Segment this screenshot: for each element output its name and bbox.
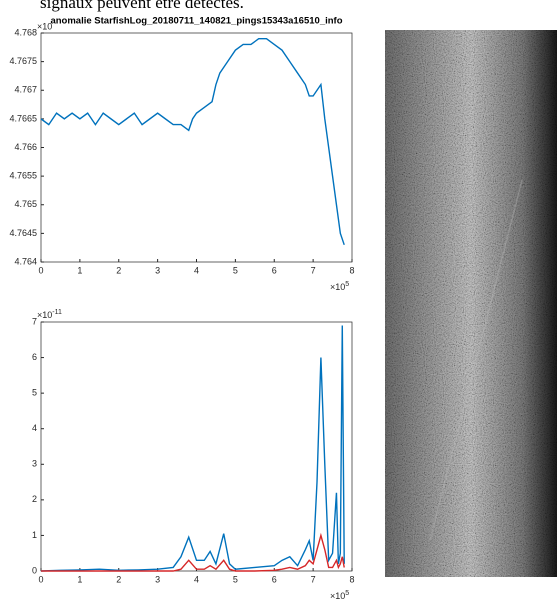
multiplier-exp: -11: [52, 309, 62, 316]
y-tick-label: 7: [32, 316, 37, 326]
y-tick-label: 4.7665: [9, 113, 37, 123]
y-tick-label: 1: [32, 530, 37, 540]
y-tick-label: 4: [32, 423, 37, 433]
axis-multiplier: ×105: [330, 281, 349, 293]
axis-multiplier: ×10: [37, 21, 52, 31]
y-tick-label: 4.7645: [9, 228, 37, 238]
x-tick-label: 0: [38, 574, 43, 584]
x-tick-label: 5: [233, 574, 238, 584]
x-tick-label: 5: [233, 265, 238, 275]
axis-multiplier: ×10-11: [37, 309, 62, 321]
y-tick-label: 4.7675: [9, 56, 37, 66]
x-tick-label: 8: [349, 574, 354, 584]
sonar-image: [385, 30, 557, 577]
x-tick-label: 7: [311, 265, 316, 275]
y-tick-label: 0: [32, 565, 37, 575]
series-line: [40, 38, 345, 246]
x-tick-label: 8: [349, 265, 354, 275]
y-tick-label: 4.768: [14, 27, 37, 37]
y-tick-label: 2: [32, 494, 37, 504]
y-tick-label: 3: [32, 459, 37, 469]
plot-area: [40, 32, 353, 263]
x-tick-label: 2: [116, 574, 121, 584]
y-tick-label: 4.7655: [9, 171, 37, 181]
y-tick-label: 4.766: [14, 142, 37, 152]
x-tick-label: 7: [311, 574, 316, 584]
chart-title: anomalie StarfishLog_20180711_140821_pin…: [50, 16, 342, 27]
y-tick-label: 6: [32, 352, 37, 362]
y-tick-label: 4.767: [14, 85, 37, 95]
plot-area: [40, 321, 353, 572]
series-line: [40, 325, 345, 572]
y-tick-label: 4.765: [14, 199, 37, 209]
x-tick-label: 1: [77, 265, 82, 275]
x-tick-label: 4: [194, 265, 199, 275]
multiplier-base: ×10: [330, 591, 345, 599]
y-tick-label: 4.764: [14, 256, 37, 266]
x-tick-label: 3: [155, 574, 160, 584]
x-tick-label: 0: [38, 265, 43, 275]
multiplier-exp: 5: [345, 590, 349, 597]
y-tick-label: 5: [32, 388, 37, 398]
header-text: signaux peuvent être détectés.: [40, 0, 244, 12]
x-tick-label: 6: [272, 574, 277, 584]
axis-multiplier: ×105: [330, 590, 349, 599]
multiplier-base: ×10: [37, 310, 52, 320]
x-tick-label: 4: [194, 574, 199, 584]
x-tick-label: 2: [116, 265, 121, 275]
x-tick-label: 6: [272, 265, 277, 275]
multiplier-exp: 5: [345, 281, 349, 288]
x-tick-label: 1: [77, 574, 82, 584]
series-line: [41, 532, 345, 572]
multiplier-base: ×10: [330, 282, 345, 292]
x-tick-label: 3: [155, 265, 160, 275]
